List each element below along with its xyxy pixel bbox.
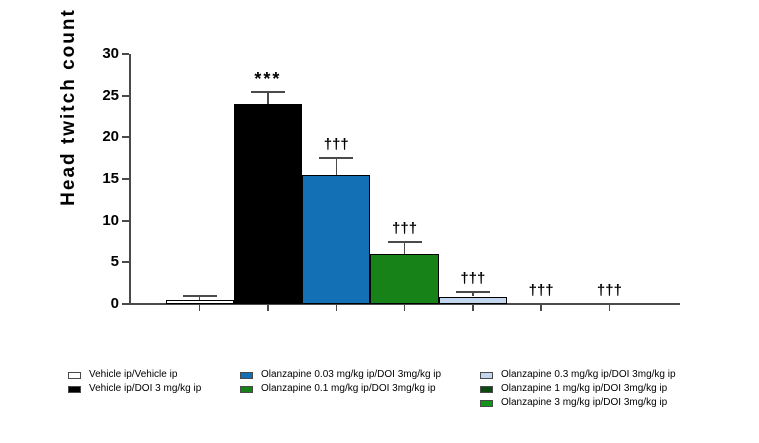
y-tick-label: 10 [102, 211, 119, 229]
y-tick-label: 5 [110, 253, 119, 271]
y-tick [121, 303, 129, 305]
y-tick-label: 25 [102, 86, 119, 104]
legend-label: Olanzapine 0.1 mg/kg ip/DOI 3mg/kg ip [261, 383, 436, 394]
error-bar-line [267, 91, 269, 104]
legend-label: Olanzapine 3 mg/kg ip/DOI 3mg/kg ip [501, 397, 668, 408]
error-bar-cap [182, 294, 217, 297]
y-tick [121, 219, 129, 222]
legend-swatch [240, 371, 253, 379]
x-tick [608, 305, 611, 311]
y-tick [121, 261, 129, 264]
legend-item: Olanzapine 1 mg/kg ip/DOI 3mg/kg ip [480, 382, 676, 396]
legend-label: Vehicle ip/Vehicle ip [89, 369, 178, 380]
legend-label: Olanzapine 0.03 mg/kg ip/DOI 3mg/kg ip [261, 369, 442, 380]
error-bar-line [403, 242, 406, 254]
y-tick-label: 15 [102, 170, 119, 187]
significance-label: *** [254, 68, 282, 89]
x-tick [198, 305, 201, 311]
y-tick-label: 30 [102, 45, 119, 62]
bar [165, 299, 234, 304]
y-tick [121, 178, 129, 180]
legend-column: Olanzapine 0.03 mg/kg ip/DOI 3mg/kg ip Ol… [240, 368, 441, 396]
legend-swatch [68, 371, 81, 379]
legend-item: Vehicle ip/Vehicle ip [68, 368, 201, 382]
legend-swatch [68, 385, 81, 393]
significance-label: ††† [323, 136, 349, 154]
error-bar-line [198, 295, 201, 300]
y-tick-label: 0 [110, 295, 119, 312]
error-bar-cap [387, 241, 422, 244]
legend-item: Olanzapine 0.3 mg/kg ip/DOI 3mg/kg ip [480, 368, 676, 382]
bar [233, 104, 303, 304]
y-axis-line [128, 54, 131, 304]
bar [438, 296, 507, 304]
legend-column: Olanzapine 0.3 mg/kg ip/DOI 3mg/kg ip Ola… [480, 368, 676, 410]
legend-label: Olanzapine 0.3 mg/kg ip/DOI 3mg/kg ip [501, 369, 676, 380]
error-bar-cap [455, 291, 490, 294]
y-tick-label: 20 [102, 128, 119, 146]
significance-label: ††† [528, 282, 554, 299]
legend-label: Olanzapine 1 mg/kg ip/DOI 3mg/kg ip [501, 383, 668, 394]
legend-item: Olanzapine 3 mg/kg ip/DOI 3mg/kg ip [480, 396, 676, 410]
x-tick [403, 305, 406, 311]
y-tick [121, 53, 129, 55]
x-tick [472, 305, 474, 311]
legend-column: Vehicle ip/Vehicle ip Vehicle ip/DOI 3 mg… [68, 368, 201, 396]
legend-swatch [480, 385, 493, 393]
legend-swatch [240, 385, 253, 393]
legend-swatch [480, 399, 493, 407]
bar [370, 254, 439, 304]
legend-item: Olanzapine 0.03 mg/kg ip/DOI 3mg/kg ip [240, 368, 441, 382]
x-axis-line [128, 303, 680, 305]
legend-swatch [480, 371, 493, 379]
x-tick [540, 305, 542, 311]
legend-item: Vehicle ip/DOI 3 mg/kg ip [68, 382, 201, 396]
significance-label: ††† [392, 220, 418, 238]
x-tick [335, 305, 337, 311]
error-bar-cap [319, 157, 354, 160]
significance-label: ††† [460, 270, 486, 288]
error-bar-line [335, 158, 337, 175]
significance-label: ††† [596, 282, 622, 299]
legend-item: Olanzapine 0.1 mg/kg ip/DOI 3mg/kg ip [240, 382, 441, 396]
y-tick [121, 94, 129, 97]
legend-label: Vehicle ip/DOI 3 mg/kg ip [89, 383, 202, 394]
bar [302, 174, 371, 304]
x-tick [267, 305, 269, 311]
error-bar-cap [250, 90, 285, 93]
y-tick [121, 136, 129, 139]
error-bar-line [472, 292, 474, 297]
